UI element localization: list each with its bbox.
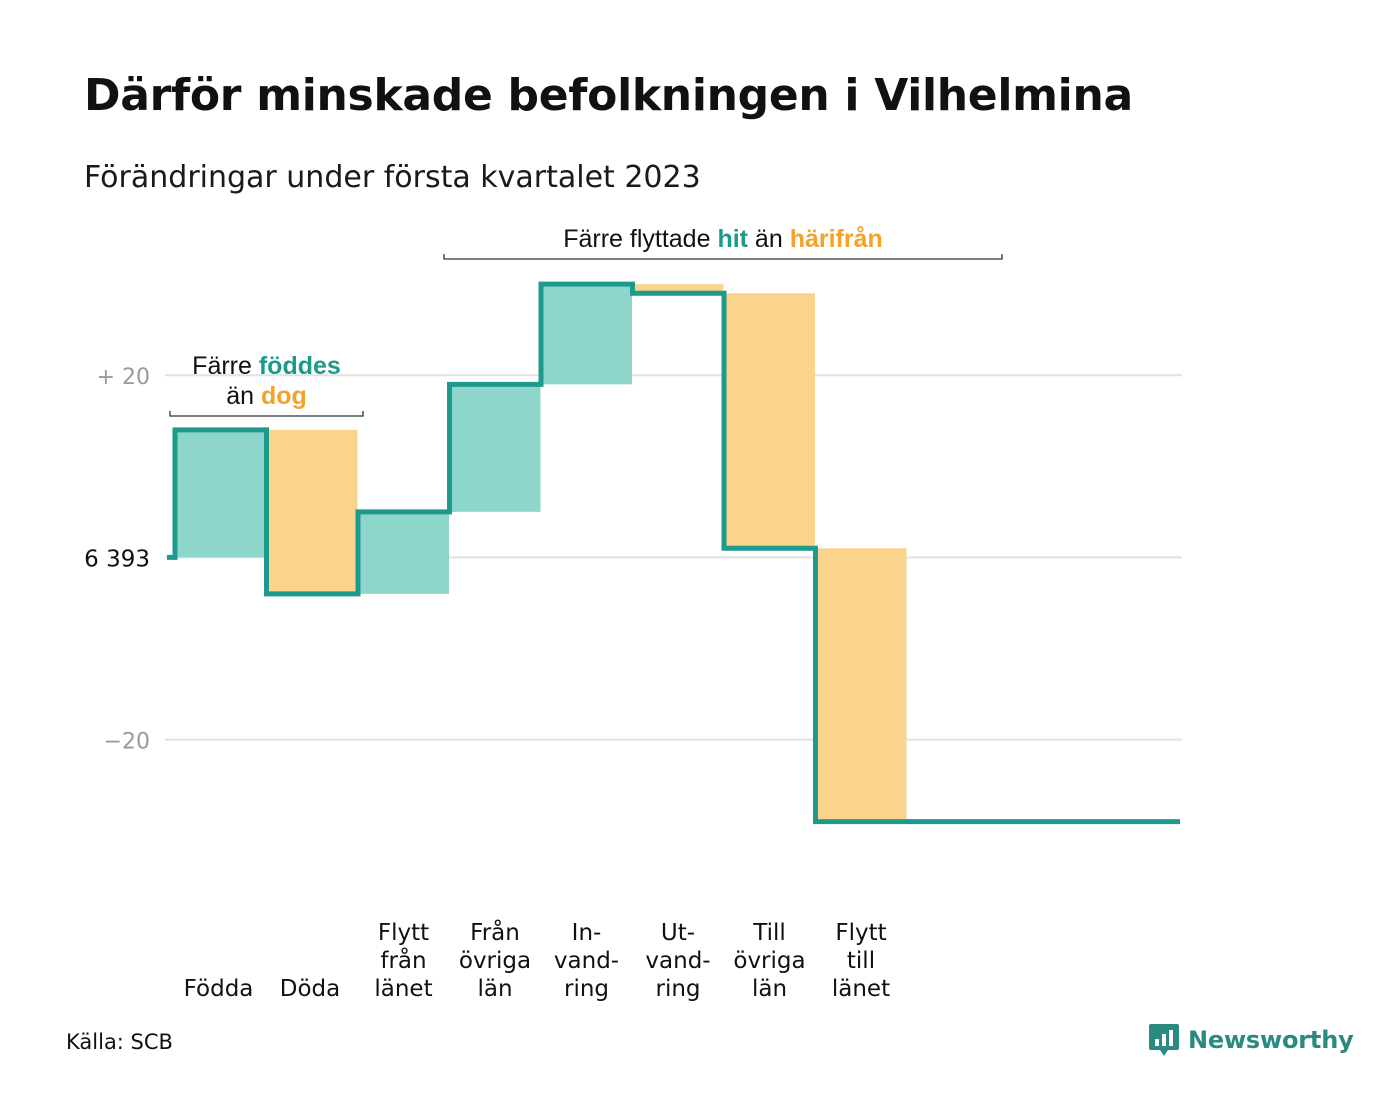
y-tick-label: 6 393 <box>84 546 150 572</box>
bar <box>449 384 541 512</box>
annotation-text-part: Färre <box>192 352 259 380</box>
bar <box>541 284 632 385</box>
category-label-line: Födda <box>184 976 254 1002</box>
bar <box>266 429 358 594</box>
annotation-bracket <box>169 411 364 417</box>
annotation-text-part: hit <box>717 225 748 253</box>
category-label-line: övriga <box>733 948 805 974</box>
bar <box>358 511 449 594</box>
bar <box>632 284 724 294</box>
category-label-line: In- <box>572 920 602 946</box>
category-label: Till övriga län <box>733 920 805 1002</box>
category-label-line: Flytt <box>378 920 429 946</box>
annotation-text-part: härifrån <box>790 225 883 253</box>
newsworthy-logo-icon <box>1149 1024 1179 1056</box>
category-label: In-vand-ring <box>554 920 619 1002</box>
bar <box>815 548 907 822</box>
category-label-line: Flytt <box>835 920 886 946</box>
brand-name: Newsworthy <box>1188 1026 1354 1054</box>
category-label: Flytt från länet <box>374 920 432 1002</box>
category-label: Döda <box>280 976 340 1002</box>
brand[interactable]: Newsworthy <box>1148 1022 1354 1058</box>
chart-subtitle: Förändringar under första kvartalet 2023 <box>84 160 701 195</box>
annotation-bracket <box>443 254 1003 260</box>
category-label-line: län <box>752 976 787 1002</box>
category-label-line: övriga <box>459 948 531 974</box>
category-label-line: Till <box>752 920 786 946</box>
category-label-line: Döda <box>280 976 340 1002</box>
annotation-text: Färre flyttade hit än härifrån <box>563 225 883 253</box>
category-label: Ut-vand-ring <box>645 920 710 1002</box>
category-label-line: från <box>380 946 426 974</box>
bar <box>724 293 815 549</box>
y-tick-label: −20 <box>104 730 150 755</box>
category-label-line: vand- <box>645 948 710 974</box>
source-note: Källa: SCB <box>66 1030 173 1054</box>
category-label-line: vand- <box>554 948 619 974</box>
category-label-line: ring <box>564 976 609 1002</box>
annotation-text: Färre föddes <box>192 352 341 380</box>
category-label-line: län <box>477 976 512 1002</box>
category-label-line: ring <box>655 976 700 1002</box>
category-label: Flytt till länet <box>832 920 890 1002</box>
running-total-line <box>167 281 1180 825</box>
annotation-text-part: föddes <box>259 352 341 380</box>
y-tick-label: + 20 <box>97 365 150 390</box>
annotation-text-part: Färre flyttade <box>563 225 717 253</box>
category-label-line: till <box>847 948 875 974</box>
category-label-line: Från <box>470 918 520 946</box>
category-label-line: Ut- <box>661 920 695 946</box>
category-label: Födda <box>184 976 254 1002</box>
category-label: Från övriga län <box>459 918 531 1002</box>
chart-title: Därför minskade befolkningen i Vilhelmin… <box>84 70 1133 121</box>
annotation-text-part: än <box>226 382 261 410</box>
bar <box>175 429 266 558</box>
annotation-text-part: dog <box>261 382 307 410</box>
annotation-text: än dog <box>226 382 307 410</box>
category-label-line: länet <box>832 976 890 1002</box>
annotation-text-part: än <box>748 225 790 253</box>
category-label-line: länet <box>374 976 432 1002</box>
